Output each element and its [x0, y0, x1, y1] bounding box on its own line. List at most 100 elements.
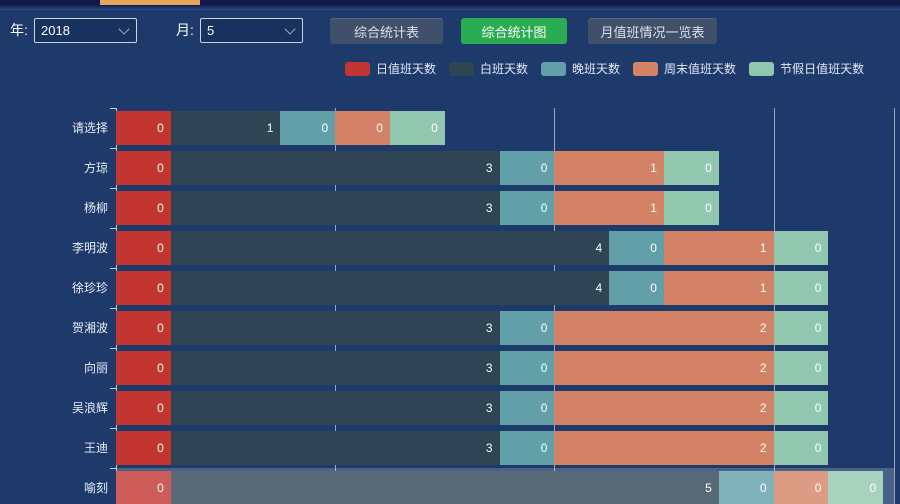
bar-value-label: 5: [705, 481, 712, 495]
bar-segment[interactable]: 0: [609, 231, 664, 265]
active-tab-indicator[interactable]: [100, 0, 200, 5]
bar-segment[interactable]: 3: [170, 311, 500, 345]
bar-value-label: 1: [759, 281, 767, 295]
y-axis-tick: [110, 388, 116, 389]
bar-segment[interactable]: 0: [773, 231, 829, 265]
bar-segment[interactable]: 0: [499, 431, 555, 465]
legend-item[interactable]: 晚班天数: [541, 60, 620, 77]
bar-segment[interactable]: 0: [499, 311, 555, 345]
bar-segment[interactable]: 0: [499, 351, 555, 385]
category-label: 喻刻: [83, 481, 108, 495]
summary-chart-button[interactable]: 综合统计图: [461, 18, 567, 44]
bar-value-label: 0: [376, 121, 383, 135]
legend-item[interactable]: 周末值班天数: [633, 60, 736, 77]
bar-segment[interactable]: 0: [718, 471, 774, 504]
monthly-duty-overview-button[interactable]: 月值班情况一览表: [588, 18, 717, 44]
bar-segment[interactable]: 2: [554, 431, 774, 465]
bar-value-label: 2: [759, 401, 767, 415]
bar-segment[interactable]: 0: [116, 351, 171, 385]
bar-segment[interactable]: 4: [170, 231, 610, 265]
month-select-value: 5: [207, 23, 215, 38]
bar-value-label: 3: [485, 161, 493, 175]
bar-value-label: 0: [869, 481, 877, 495]
bar-segment[interactable]: 0: [828, 471, 884, 504]
bar-row: 0 3 0 2 0: [116, 311, 829, 345]
bar-segment[interactable]: 5: [170, 471, 719, 504]
bar-segment[interactable]: 0: [280, 111, 336, 145]
bar-segment[interactable]: 0: [663, 151, 719, 185]
year-label: 年:: [10, 22, 28, 38]
year-select-value: 2018: [41, 23, 70, 38]
bar-segment[interactable]: 2: [554, 351, 774, 385]
bar-segment[interactable]: 1: [554, 151, 664, 185]
legend-label: 日值班天数: [376, 62, 437, 76]
bar-value-label: 0: [814, 361, 822, 375]
category-label: 李明波: [71, 241, 108, 255]
bar-segment[interactable]: 0: [773, 391, 829, 425]
summary-table-button[interactable]: 综合统计表: [330, 18, 443, 44]
bar-value-label: 3: [485, 321, 493, 335]
legend-label: 节假日值班天数: [780, 62, 865, 76]
bar-value-label: 0: [540, 361, 548, 375]
bar-segment[interactable]: 0: [116, 391, 171, 425]
legend-swatch: [345, 61, 370, 76]
bar-value-label: 0: [431, 121, 438, 135]
bar-segment[interactable]: 0: [499, 191, 555, 225]
bar-segment[interactable]: 0: [116, 471, 171, 504]
bar-segment[interactable]: 0: [116, 191, 171, 225]
y-axis-tick: [110, 228, 116, 229]
x-gridline: [335, 108, 337, 504]
bar-segment[interactable]: 2: [554, 391, 774, 425]
bar-segment[interactable]: 0: [116, 231, 171, 265]
legend-item[interactable]: 日值班天数: [345, 60, 436, 77]
y-axis-tick: [110, 348, 116, 349]
bar-value-label: 3: [485, 201, 493, 215]
bar-segment[interactable]: 3: [170, 191, 500, 225]
bar-segment[interactable]: 0: [773, 351, 829, 385]
bar-value-label: 0: [814, 281, 822, 295]
bar-value-label: 2: [759, 361, 767, 375]
bar-segment[interactable]: 0: [609, 271, 664, 305]
bar-value-label: 0: [705, 201, 712, 215]
bar-row: 0 5 0 0 0: [116, 471, 884, 504]
bar-segment[interactable]: 0: [335, 111, 390, 145]
year-select[interactable]: 2018: [34, 18, 137, 43]
bar-segment[interactable]: 0: [116, 111, 171, 145]
legend-label: 周末值班天数: [664, 62, 737, 76]
y-axis-line: [116, 108, 117, 504]
category-label: 徐珍珍: [71, 281, 108, 295]
bar-value-label: 0: [157, 201, 164, 215]
y-axis-tick: [110, 468, 116, 469]
bar-segment[interactable]: 0: [499, 151, 555, 185]
bar-segment[interactable]: 4: [170, 271, 610, 305]
bar-segment[interactable]: 1: [170, 111, 281, 145]
month-select[interactable]: 5: [200, 18, 303, 43]
bar-segment[interactable]: 0: [499, 391, 555, 425]
category-label: 请选择: [71, 121, 108, 135]
bar-segment[interactable]: 0: [389, 111, 445, 145]
bar-value-label: 0: [321, 121, 329, 135]
bar-segment[interactable]: 0: [116, 431, 171, 465]
bar-segment[interactable]: 1: [663, 231, 774, 265]
bar-segment[interactable]: 3: [170, 391, 500, 425]
bar-segment[interactable]: 0: [116, 271, 171, 305]
bar-segment[interactable]: 0: [773, 471, 829, 504]
bar-segment[interactable]: 0: [773, 271, 829, 305]
bar-row: 0 4 0 1 0: [116, 271, 829, 305]
bar-segment[interactable]: 3: [170, 431, 500, 465]
legend-item[interactable]: 节假日值班天数: [749, 60, 864, 77]
bar-segment[interactable]: 0: [773, 311, 829, 345]
bar-segment[interactable]: 0: [116, 311, 171, 345]
bar-segment[interactable]: 0: [663, 191, 719, 225]
bar-segment[interactable]: 3: [170, 151, 500, 185]
bar-segment[interactable]: 0: [116, 151, 171, 185]
bar-value-label: 0: [705, 161, 712, 175]
bar-value-label: 0: [157, 161, 164, 175]
legend-item[interactable]: 白班天数: [449, 60, 528, 77]
bar-segment[interactable]: 2: [554, 311, 774, 345]
bar-segment[interactable]: 1: [554, 191, 664, 225]
bar-segment[interactable]: 0: [773, 431, 829, 465]
bar-segment[interactable]: 1: [663, 271, 774, 305]
bar-segment[interactable]: 3: [170, 351, 500, 385]
